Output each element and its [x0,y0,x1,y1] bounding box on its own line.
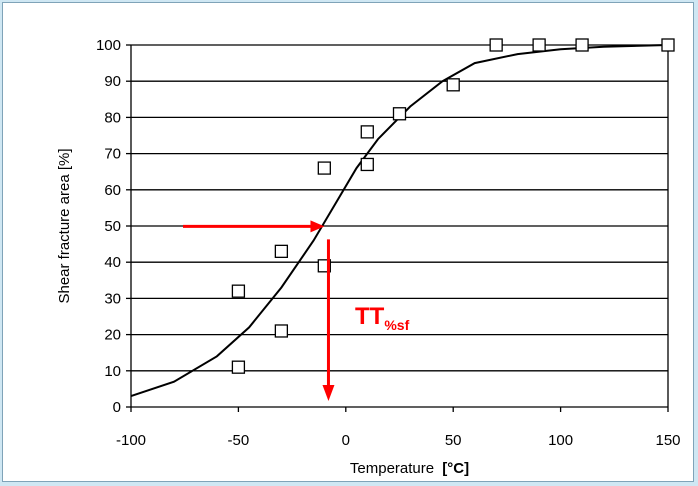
y-tick-label: 80 [104,109,121,126]
data-points [231,38,675,374]
y-tick-label: 90 [104,73,121,90]
x-tick-label: -100 [116,432,146,449]
x-tick-label: 50 [445,432,462,449]
arrow-horizontal-head [310,220,325,233]
y-tick-label: 70 [104,146,121,163]
data-point [446,78,460,92]
data-point [360,157,374,172]
data-point [360,125,374,139]
transition-temperature-label: TT%sf [355,303,410,333]
data-point [575,38,589,52]
x-axis-label: Temperature [°C] [350,460,469,477]
chart-frame: 0 10 20 30 40 50 60 70 80 90 100 -100 -50 0 50 100 150 … [2,2,694,482]
y-tick-label: 60 [104,182,121,199]
data-point [532,38,546,52]
y-tick-labels: 0 10 20 30 40 50 60 70 80 90 100 [96,37,131,416]
y-tick-label: 0 [113,399,121,416]
arrow-vertical-head [322,385,335,401]
x-tick-labels: -100 -50 0 50 100 150 [116,407,681,449]
y-tick-label: 30 [104,290,121,307]
y-tick-label: 20 [104,327,121,344]
data-point [317,161,331,175]
annotation-main: TT [355,303,385,330]
x-axis-unit: [°C] [442,460,469,477]
data-point [661,38,675,52]
x-tick-label: 150 [655,432,680,449]
x-tick-label: 0 [342,432,350,449]
y-tick-label: 10 [104,363,121,380]
data-point [489,38,503,52]
annotation-subscript: %sf [384,317,409,333]
y-tick-label: 50 [104,218,121,235]
data-point [392,107,407,121]
y-tick-label: 40 [104,254,121,271]
data-point [274,244,289,258]
fitted-curve [130,44,669,398]
x-axis-label-text: Temperature [350,460,434,477]
data-point [231,360,246,374]
y-tick-label: 100 [96,37,121,54]
x-tick-label: -50 [228,432,250,449]
data-point [231,284,246,298]
data-point [274,324,289,338]
transition-annotation: TT%sf [183,220,410,401]
y-axis-label: Shear fracture area [%] [56,148,73,303]
x-tick-label: 100 [548,432,573,449]
